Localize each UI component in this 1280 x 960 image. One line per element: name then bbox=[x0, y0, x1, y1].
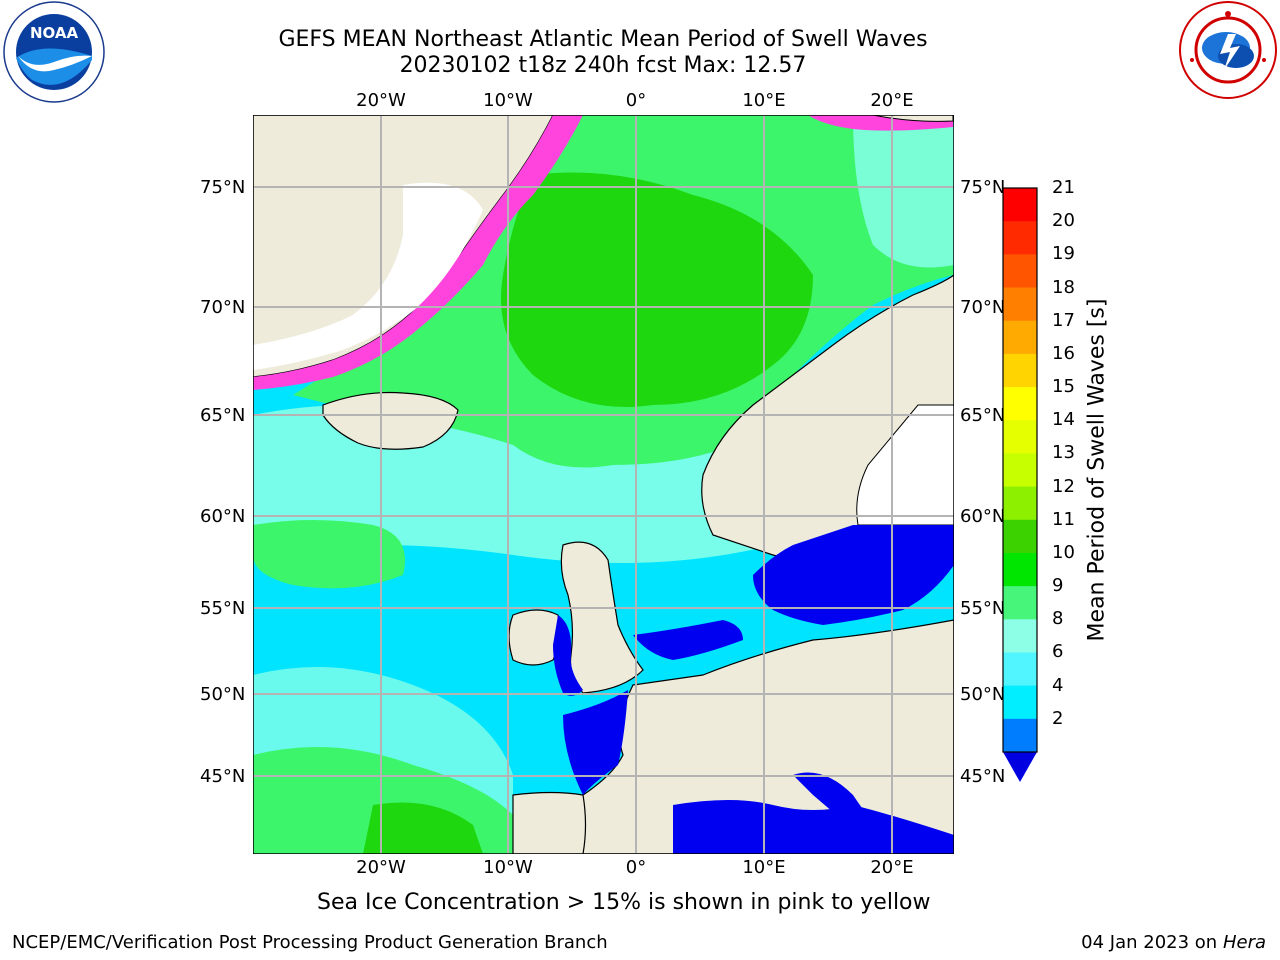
lon-label-bottom-10e: 10°E bbox=[742, 857, 786, 878]
colorbar-tick-label: 11 bbox=[1052, 508, 1075, 530]
ireland bbox=[508, 609, 561, 666]
lat-label-right-65n: 65°N bbox=[960, 405, 1006, 426]
adriatic bbox=[793, 772, 893, 850]
colorbar-band bbox=[1003, 519, 1037, 554]
colorbar-tick-label: 21 bbox=[1052, 177, 1075, 198]
lon-label-bottom-0: 0° bbox=[625, 857, 647, 878]
lat-label-left-60n: 60°N bbox=[200, 506, 246, 527]
lat-label-right-75n: 75°N bbox=[960, 177, 1006, 198]
lon-label-top-20w: 20°W bbox=[356, 90, 406, 111]
swell-green-west bbox=[253, 520, 405, 589]
colorbar-band bbox=[1003, 619, 1037, 653]
lon-label-top-10e: 10°E bbox=[742, 90, 786, 111]
lat-label-right-50n: 50°N bbox=[960, 684, 1006, 705]
iceland bbox=[322, 391, 459, 450]
southern-north-sea bbox=[633, 620, 743, 660]
colorbar-tick-label: 19 bbox=[1052, 243, 1075, 265]
colorbar-tick-label: 8 bbox=[1052, 608, 1064, 630]
colorbar-band bbox=[1003, 718, 1037, 753]
lon-label-bottom-20w: 20°W bbox=[356, 857, 406, 878]
colorbar-band bbox=[1003, 420, 1037, 454]
colorbar-band bbox=[1003, 254, 1037, 289]
lat-label-right-60n: 60°N bbox=[960, 506, 1006, 527]
noaa-logo: NOAA bbox=[3, 1, 105, 103]
lon-label-top-0: 0° bbox=[625, 90, 647, 111]
lon-label-bottom-10w: 10°W bbox=[483, 857, 533, 878]
colorbar-band bbox=[1003, 387, 1037, 421]
colorbar-band bbox=[1003, 685, 1037, 720]
lon-label-bottom-20e: 20°E bbox=[870, 857, 914, 878]
baltic-sea bbox=[753, 525, 954, 625]
colorbar-tick-label: 17 bbox=[1052, 309, 1075, 331]
colorbar-tick-label: 16 bbox=[1052, 342, 1075, 364]
colorbar-tick-label: 6 bbox=[1052, 641, 1064, 663]
chart-subtitle: 20230102 t18z 240h fcst Max: 12.57 bbox=[399, 53, 807, 78]
colorbar-tick-label: 2 bbox=[1052, 707, 1064, 729]
irish-sea bbox=[553, 615, 583, 696]
swell-dark-green-north bbox=[501, 172, 813, 407]
colorbar-band bbox=[1003, 486, 1037, 521]
lat-label-right-70n: 70°N bbox=[960, 297, 1006, 318]
swell-cyan-northeast bbox=[853, 115, 954, 268]
lat-label-left-55n: 55°N bbox=[200, 598, 246, 619]
colorbar-band bbox=[1003, 586, 1037, 620]
colorbar-band bbox=[1003, 453, 1037, 488]
lat-label-left-75n: 75°N bbox=[200, 177, 246, 198]
colorbar-tick-label: 10 bbox=[1052, 541, 1075, 563]
bay-of-biscay bbox=[563, 690, 628, 795]
footer-date-text: 04 Jan 2023 on bbox=[1081, 932, 1223, 953]
nws-logo bbox=[1179, 1, 1277, 99]
colorbar-band bbox=[1003, 221, 1037, 255]
lat-label-left-50n: 50°N bbox=[200, 684, 246, 705]
colorbar-frame bbox=[1002, 187, 1038, 753]
colorbar-band bbox=[1003, 652, 1037, 687]
lat-label-left-65n: 65°N bbox=[200, 405, 246, 426]
colorbar-tick-label: 4 bbox=[1052, 674, 1064, 696]
chart-title: GEFS MEAN Northeast Atlantic Mean Period… bbox=[278, 27, 928, 52]
lon-label-top-20e: 20°E bbox=[870, 90, 914, 111]
colorbar-tick-label: 13 bbox=[1052, 442, 1075, 464]
gulf-of-bothnia bbox=[856, 404, 954, 526]
footer-host: Hera bbox=[1222, 932, 1266, 953]
ocean-map bbox=[253, 115, 954, 854]
lat-label-left-45n: 45°N bbox=[200, 766, 246, 787]
colorbar-label: Mean Period of Swell Waves [s] bbox=[1084, 298, 1110, 642]
lon-label-top-10w: 10°W bbox=[483, 90, 533, 111]
lat-label-right-45n: 45°N bbox=[960, 766, 1006, 787]
colorbar-tick-label: 9 bbox=[1052, 575, 1064, 597]
colorbar-tick-label: 18 bbox=[1052, 276, 1075, 298]
colorbar-band bbox=[1003, 188, 1037, 222]
footer-date: 04 Jan 2023 on Hera bbox=[1081, 932, 1266, 953]
footer-credit: NCEP/EMC/Verification Post Processing Pr… bbox=[12, 932, 608, 953]
colorbar-band bbox=[1003, 552, 1037, 587]
colorbar-band bbox=[1003, 353, 1037, 388]
lat-label-right-55n: 55°N bbox=[960, 598, 1006, 619]
greenland-ice-sheet bbox=[253, 182, 483, 370]
lat-label-left-70n: 70°N bbox=[200, 297, 246, 318]
graticule bbox=[253, 115, 954, 854]
colorbar-extend-triangle bbox=[1003, 752, 1037, 782]
colorbar-band bbox=[1003, 320, 1037, 355]
great-britain bbox=[560, 541, 644, 694]
colorbar-tick-label: 20 bbox=[1052, 210, 1075, 232]
colorbar-band bbox=[1003, 287, 1037, 322]
iberia bbox=[512, 791, 587, 854]
colorbar-tick-label: 14 bbox=[1052, 409, 1075, 431]
noaa-logo-text: NOAA bbox=[30, 24, 79, 42]
sea-ice-note: Sea Ice Concentration > 15% is shown in … bbox=[317, 890, 931, 915]
colorbar-tick-label: 12 bbox=[1052, 475, 1075, 497]
swell-dark-green-southwest bbox=[363, 802, 483, 854]
colorbar-tick-label: 15 bbox=[1052, 376, 1075, 398]
sea-ice-edge bbox=[253, 115, 583, 390]
colorbar bbox=[1002, 187, 1038, 782]
